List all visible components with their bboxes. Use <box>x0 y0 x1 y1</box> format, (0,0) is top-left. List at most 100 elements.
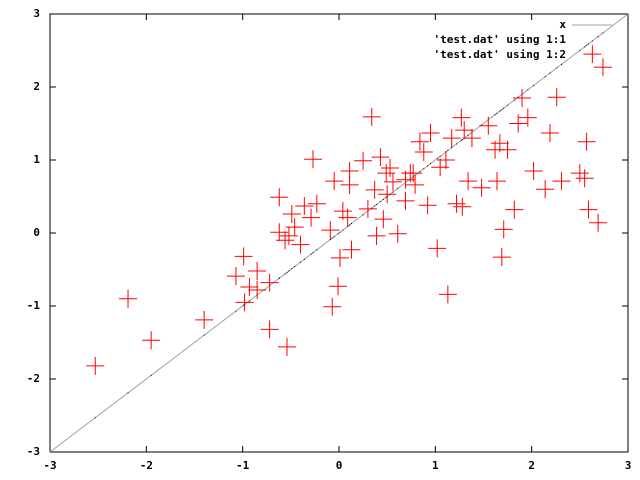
plus-point <box>498 140 517 159</box>
legend-label: x <box>559 18 566 31</box>
plus-point <box>575 169 594 188</box>
dot-point <box>94 417 96 419</box>
plus-point <box>195 310 214 329</box>
dot-point <box>150 374 152 376</box>
dot-point <box>451 147 453 149</box>
plus-point <box>579 200 598 219</box>
plus-point <box>459 172 478 191</box>
plus-point <box>418 196 437 215</box>
dot-point <box>544 76 546 78</box>
dot-point <box>248 300 250 302</box>
dot-point <box>456 143 458 145</box>
plus-point <box>323 297 342 316</box>
dot-point <box>501 109 503 111</box>
plus-point <box>524 161 543 180</box>
dot-point <box>517 96 519 98</box>
x-tick-label: -2 <box>140 459 153 472</box>
dot-point <box>294 266 296 268</box>
plus-point <box>282 205 301 224</box>
legend-label: 'test.dat' using 1:2 <box>434 48 566 61</box>
plus-point <box>333 202 352 221</box>
dot-point <box>439 155 441 157</box>
plus-point <box>277 337 296 356</box>
dot-point <box>235 310 237 312</box>
plus-point <box>472 178 491 197</box>
plus-point <box>354 151 373 170</box>
dot-point <box>503 107 505 109</box>
legend-label: 'test.dat' using 1:1 <box>434 33 567 46</box>
plus-point <box>270 223 289 242</box>
dot-point <box>597 36 599 38</box>
plus-point <box>303 150 322 169</box>
plus-point <box>260 320 279 339</box>
dot-point <box>312 252 314 254</box>
dot-point <box>460 139 462 141</box>
dot-point <box>333 236 335 238</box>
dot-point <box>588 43 590 45</box>
dot-point <box>586 44 588 46</box>
plus-point <box>340 175 359 194</box>
dot-point <box>467 134 469 136</box>
dot-point <box>278 277 280 279</box>
plus-point <box>330 248 349 267</box>
dot-point <box>499 110 501 112</box>
plus-point <box>583 45 602 64</box>
plus-point <box>513 88 532 107</box>
plus-point <box>381 159 400 178</box>
plus-point <box>374 210 393 229</box>
plus-point <box>455 121 474 140</box>
plus-point <box>492 248 511 267</box>
dot-point <box>591 40 593 42</box>
dot-point <box>549 72 551 74</box>
y-tick-label: 3 <box>33 7 40 20</box>
dot-point <box>584 46 586 48</box>
plus-point <box>119 289 138 308</box>
dot-point <box>427 165 429 167</box>
plus-point <box>371 148 390 167</box>
dot-point <box>513 99 515 101</box>
dot-point <box>337 233 339 235</box>
x-tick-label: 1 <box>432 459 439 472</box>
plus-point <box>536 180 555 199</box>
x-tick-label: -3 <box>43 459 56 472</box>
plus-point <box>436 151 455 169</box>
plus-point <box>396 170 415 189</box>
plus-point <box>462 129 481 148</box>
dot-point <box>481 124 483 126</box>
plus-point <box>248 280 267 299</box>
plus-point <box>505 200 524 219</box>
dot-point <box>374 205 376 207</box>
dot-point <box>461 139 463 141</box>
dot-point <box>291 268 293 270</box>
plus-point <box>438 285 457 304</box>
dot-point <box>203 334 205 336</box>
y-tick-label: -2 <box>27 372 40 385</box>
dot-point <box>371 207 373 209</box>
plus-point <box>442 129 461 148</box>
plus-point <box>452 108 471 127</box>
dot-point <box>494 114 496 116</box>
y-tick-label: -1 <box>27 299 41 312</box>
dot-point <box>339 231 341 233</box>
plus-point <box>358 199 377 218</box>
dot-point <box>419 171 421 173</box>
plus-point <box>234 247 253 266</box>
plus-point <box>383 172 402 191</box>
plus-point <box>279 226 298 245</box>
dot-point <box>362 214 364 216</box>
dot-point <box>310 253 312 255</box>
plus-point <box>577 132 596 151</box>
plus-point <box>226 267 245 286</box>
plus-point <box>270 188 289 207</box>
plus-point <box>367 226 386 245</box>
plus-point <box>487 172 506 191</box>
dot-point <box>602 32 604 34</box>
plus-point <box>490 134 509 153</box>
plus-point <box>285 218 304 237</box>
y-tick-label: 2 <box>33 80 40 93</box>
plus-point <box>494 220 513 239</box>
plus-point <box>479 116 498 135</box>
dot-point <box>397 187 399 189</box>
plus-point <box>570 164 589 183</box>
